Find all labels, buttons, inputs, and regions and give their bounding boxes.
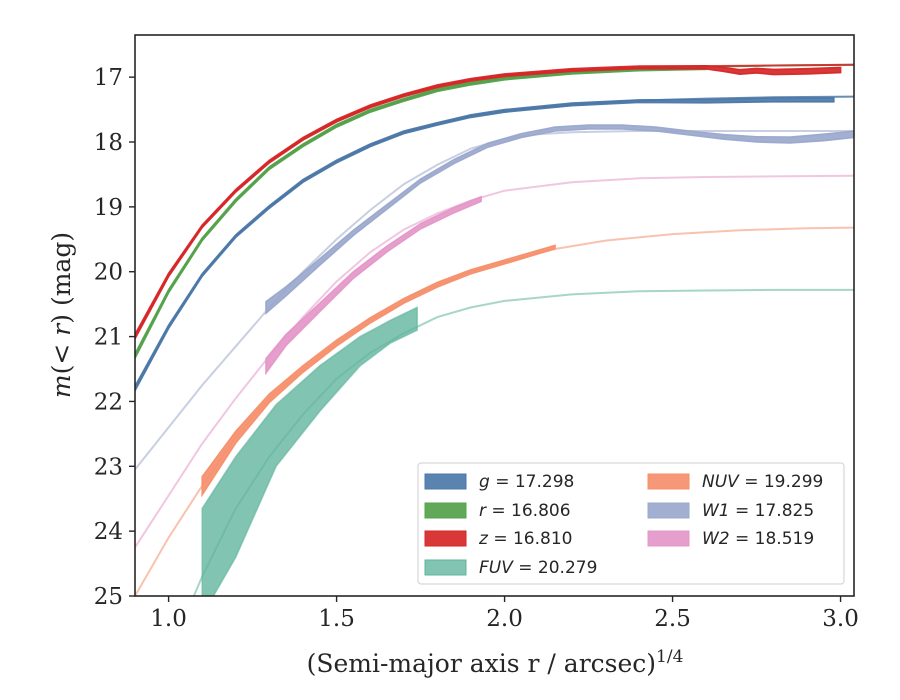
legend-item-z: z = 16.810: [424, 529, 572, 549]
y-tick-label: 20: [94, 260, 123, 286]
profile-band-w1: [265, 124, 854, 315]
legend-swatch: [647, 473, 690, 490]
legend-label: NUV = 19.299: [702, 472, 823, 492]
plot-frame: [134, 34, 855, 597]
legend: g = 17.298 r = 16.806 z = 16.810 FUV = 20.2…: [417, 462, 845, 585]
legend-swatch: [424, 559, 467, 576]
legend-item-w1: W1 = 17.825: [647, 501, 814, 521]
y-axis-title: m(< r) (mag): [47, 232, 76, 398]
y-tick-label: 23: [94, 454, 123, 480]
legend-label: W2 = 18.519: [702, 529, 814, 549]
y-tick-label: 21: [94, 325, 123, 351]
legend-swatch: [424, 502, 467, 519]
x-tick-label: 1.5: [318, 606, 355, 632]
legend-label: W1 = 17.825: [702, 501, 814, 521]
x-tick-label: 1.0: [150, 606, 187, 632]
x-tick-label: 2.0: [486, 606, 523, 632]
legend-label: r = 16.806: [479, 501, 571, 521]
legend-item-r: r = 16.806: [424, 501, 571, 521]
legend-item-g: g = 17.298: [424, 472, 574, 492]
legend-frame: [417, 462, 845, 585]
profile-band-nuv: [201, 244, 556, 498]
legend-item-fuv: FUV = 20.279: [424, 558, 597, 578]
legend-item-nuv: NUV = 19.299: [647, 472, 823, 492]
x-axis-title: (Semi-major axis r / arcsec)1/4: [307, 647, 684, 678]
y-tick-label: 24: [94, 519, 123, 545]
legend-label: g = 17.298: [479, 472, 574, 492]
model-curve-w2: [135, 174, 854, 548]
y-tick-label: 18: [94, 130, 123, 156]
profile-band-fuv: [201, 306, 418, 596]
y-axis: 17 18 19 20 21 22 23 24 25: [94, 65, 135, 610]
y-tick-label: 25: [94, 584, 123, 610]
x-axis: 1.0 1.5 2.0 2.5 3.0: [150, 596, 859, 632]
y-tick-label: 22: [94, 389, 123, 415]
legend-swatch: [424, 530, 467, 547]
legend-item-w2: W2 = 18.519: [647, 529, 814, 549]
x-tick-label: 3.0: [822, 606, 859, 632]
x-tick-label: 2.5: [654, 606, 691, 632]
y-tick-label: 19: [94, 195, 123, 221]
legend-label: z = 16.810: [478, 529, 572, 549]
plot-area: [135, 63, 854, 596]
y-tick-label: 17: [94, 65, 123, 91]
legend-swatch: [647, 502, 690, 519]
profile-band-g: [135, 97, 835, 392]
profile-band-w2: [265, 195, 482, 376]
profile-band-z: [135, 64, 842, 340]
legend-swatch: [647, 530, 690, 547]
legend-swatch: [424, 473, 467, 490]
legend-label: FUV = 20.279: [479, 558, 597, 578]
